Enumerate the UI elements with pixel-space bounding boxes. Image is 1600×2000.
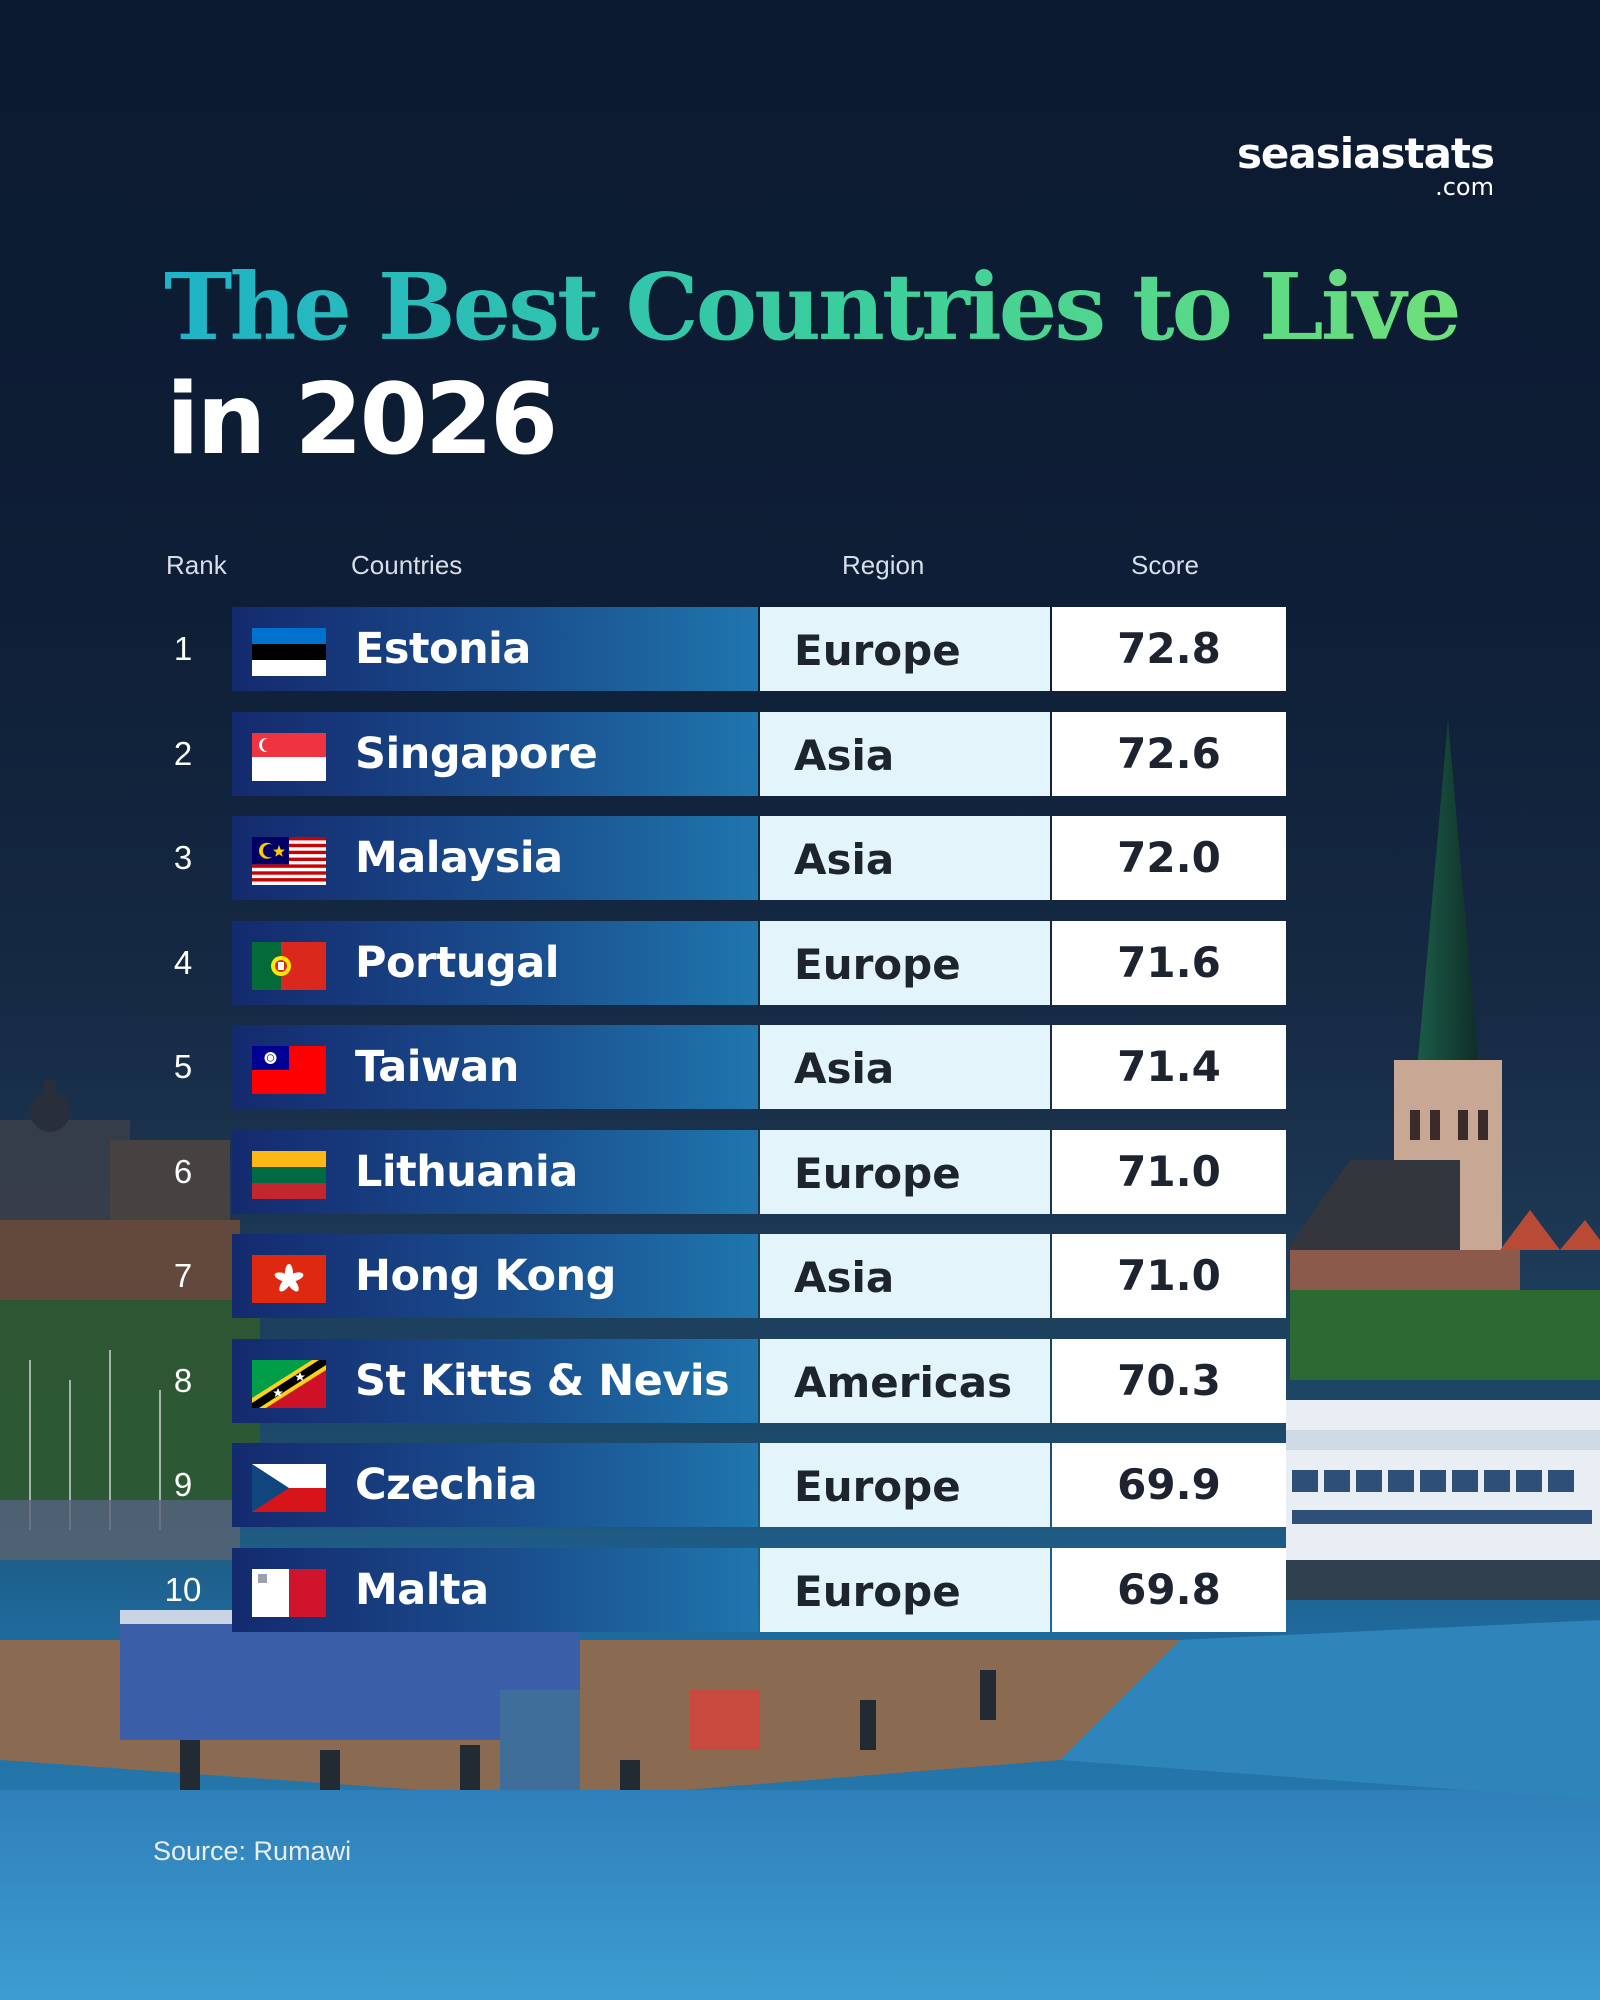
table-row: Taiwan Asia 71.4 — [232, 1025, 1286, 1109]
rank-number: 1 — [173, 630, 193, 667]
table-row: Hong Kong Asia 71.0 — [232, 1234, 1286, 1318]
score-cell: 71.0 — [1052, 1130, 1286, 1214]
rank-number: 5 — [173, 1048, 193, 1085]
score-cell: 71.4 — [1052, 1025, 1286, 1109]
table-row: St Kitts & Nevis Americas 70.3 — [232, 1339, 1286, 1423]
region-cell: Asia — [760, 712, 1050, 796]
country-cell: Malta — [232, 1548, 758, 1632]
score-cell: 71.6 — [1052, 921, 1286, 1005]
country-name: Hong Kong — [355, 1251, 616, 1301]
rank-number: 4 — [173, 944, 193, 981]
table-row: Estonia Europe 72.8 — [232, 607, 1286, 691]
rank-number: 3 — [173, 839, 193, 876]
table-row: Portugal Europe 71.6 — [232, 921, 1286, 1005]
right-roofs — [1290, 1210, 1600, 1380]
score-cell: 72.6 — [1052, 712, 1286, 796]
country-cell: Taiwan — [232, 1025, 758, 1109]
malta-flag-icon — [252, 1569, 326, 1617]
table-row: Singapore Asia 72.6 — [232, 712, 1286, 796]
portugal-flag-icon — [252, 942, 326, 990]
country-name: Malaysia — [355, 833, 563, 883]
score-cell: 72.8 — [1052, 607, 1286, 691]
country-name: Czechia — [355, 1460, 538, 1510]
country-cell: Portugal — [232, 921, 758, 1005]
hong-kong-flag-icon — [252, 1255, 326, 1303]
left-skyline — [0, 1080, 260, 1500]
country-name: Portugal — [355, 938, 559, 988]
header-score: Score — [1131, 550, 1199, 580]
score-cell: 71.0 — [1052, 1234, 1286, 1318]
estonia-flag-icon — [252, 628, 326, 676]
country-name: Singapore — [355, 729, 598, 779]
page-title: The Best Countries to Live — [164, 253, 1462, 361]
region-cell: Asia — [760, 1234, 1050, 1318]
country-cell: Lithuania — [232, 1130, 758, 1214]
st-kitts-nevis-flag-icon — [252, 1360, 326, 1408]
malaysia-flag-icon — [252, 837, 326, 885]
header-countries: Countries — [351, 550, 463, 580]
table-row: Lithuania Europe 71.0 — [232, 1130, 1286, 1214]
region-cell: Europe — [760, 607, 1050, 691]
terminal-building — [1286, 1400, 1600, 1600]
score-cell: 69.9 — [1052, 1443, 1286, 1527]
region-cell: Asia — [760, 1025, 1050, 1109]
rank-number: 10 — [164, 1571, 202, 1608]
rank-number: 9 — [173, 1466, 193, 1503]
brand-tld: .com — [1435, 173, 1494, 201]
region-cell: Europe — [760, 1443, 1050, 1527]
table-row: Malta Europe 69.8 — [232, 1548, 1286, 1632]
brand-name: seasiastats — [1236, 129, 1495, 178]
singapore-flag-icon — [252, 733, 326, 781]
country-cell: Estonia — [232, 607, 758, 691]
rank-number: 7 — [173, 1257, 193, 1294]
country-name: St Kitts & Nevis — [355, 1356, 730, 1406]
score-cell: 70.3 — [1052, 1339, 1286, 1423]
brand-logo: seasiastats .com — [1236, 129, 1495, 201]
region-cell: Asia — [760, 816, 1050, 900]
taiwan-flag-icon — [252, 1046, 326, 1094]
table-row: Malaysia Asia 72.0 — [232, 816, 1286, 900]
rank-number: 6 — [173, 1153, 193, 1190]
lithuania-flag-icon — [252, 1151, 326, 1199]
pier — [0, 1610, 1180, 1810]
country-cell: Singapore — [232, 712, 758, 796]
czechia-flag-icon — [252, 1464, 326, 1512]
region-cell: Europe — [760, 921, 1050, 1005]
region-cell: Europe — [760, 1548, 1050, 1632]
country-cell: Malaysia — [232, 816, 758, 900]
country-name: Estonia — [355, 624, 531, 674]
score-cell: 69.8 — [1052, 1548, 1286, 1632]
region-cell: Americas — [760, 1339, 1050, 1423]
rank-number: 2 — [173, 735, 193, 772]
region-cell: Europe — [760, 1130, 1050, 1214]
country-name: Lithuania — [355, 1147, 578, 1197]
country-name: Malta — [355, 1565, 489, 1615]
source-note: Source: Rumawi — [153, 1836, 352, 1866]
country-cell: St Kitts & Nevis — [232, 1339, 758, 1423]
country-cell: Czechia — [232, 1443, 758, 1527]
header-region: Region — [842, 550, 925, 580]
country-cell: Hong Kong — [232, 1234, 758, 1318]
page-subtitle: in 2026 — [166, 363, 558, 477]
score-cell: 72.0 — [1052, 816, 1286, 900]
table-row: Czechia Europe 69.9 — [232, 1443, 1286, 1527]
header-rank: Rank — [166, 550, 227, 580]
rank-number: 8 — [173, 1362, 193, 1399]
country-name: Taiwan — [355, 1042, 519, 1092]
church-spire — [1286, 720, 1520, 1300]
